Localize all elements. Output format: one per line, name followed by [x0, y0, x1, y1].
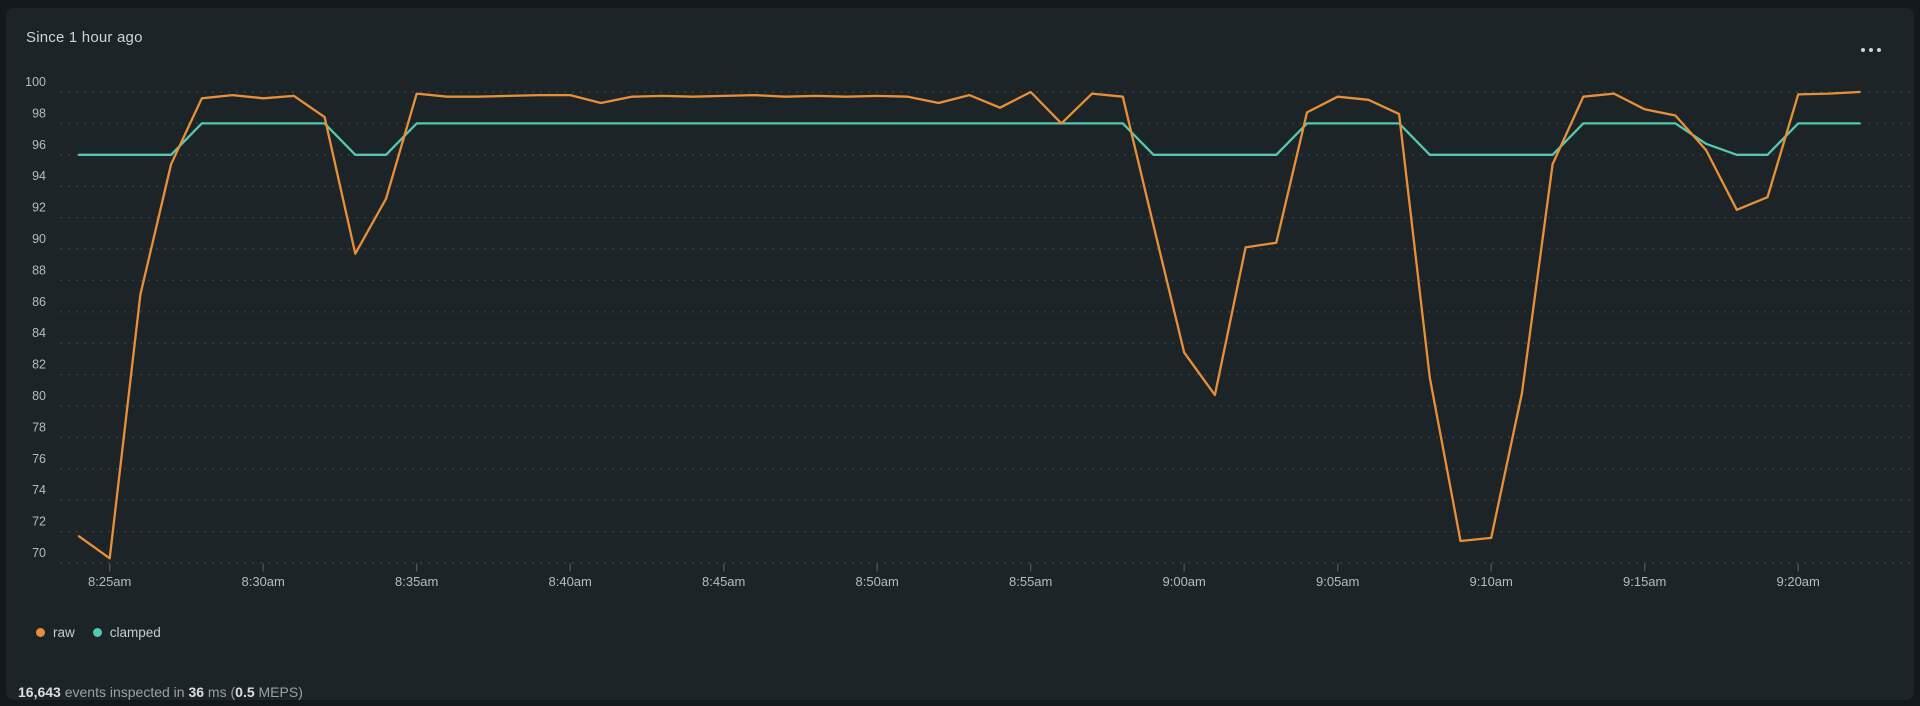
x-axis-label: 9:10am [1470, 574, 1513, 589]
x-axis-label: 8:25am [88, 574, 131, 589]
legend-swatch-raw [36, 627, 45, 637]
x-axis-label: 8:50am [856, 574, 899, 589]
x-axis-label: 9:15am [1623, 574, 1666, 589]
y-axis-label: 86 [32, 295, 46, 309]
y-axis-label: 72 [32, 515, 46, 529]
stats-value: 16,643 [18, 684, 61, 700]
x-axis-label: 8:45am [702, 574, 745, 589]
legend-label: raw [53, 624, 75, 640]
legend-item-raw[interactable]: raw [36, 625, 75, 640]
x-axis-label: 9:20am [1777, 574, 1820, 589]
x-axis-label: 8:40am [549, 574, 592, 589]
y-axis-label: 98 [32, 106, 46, 120]
stats-text: ms ( [204, 684, 236, 700]
ellipsis-dot [1868, 47, 1874, 53]
y-axis-label: 94 [32, 169, 46, 183]
x-axis-label: 8:55am [1009, 574, 1052, 589]
ellipsis-dot [1876, 47, 1882, 53]
stats-value: 36 [188, 684, 205, 700]
chart-legend: raw clamped [36, 622, 161, 642]
y-axis-label: 82 [32, 358, 46, 372]
clamped-series-line [77, 122, 1861, 156]
y-axis-label: 90 [32, 232, 46, 246]
stats-value: 0.5 [235, 684, 255, 700]
legend-label: clamped [109, 624, 161, 640]
y-axis-label: 88 [32, 263, 46, 277]
y-axis-label: 92 [32, 201, 46, 215]
y-axis-label: 96 [32, 138, 46, 152]
x-axis-label: 9:05am [1316, 574, 1359, 589]
time-range-title: Since 1 hour ago [26, 29, 143, 46]
raw-series-line [77, 90, 1861, 560]
legend-item-clamped[interactable]: clamped [92, 624, 161, 640]
events-inspected-stats: 16,643 events inspected in 36 ms (0.5 ME… [18, 684, 303, 700]
legend-swatch-clamped [92, 627, 102, 637]
y-axis-label: 74 [32, 483, 46, 497]
ellipsis-dot [1860, 47, 1866, 53]
stats-text: MEPS) [254, 684, 303, 700]
y-axis-label: 76 [32, 452, 46, 466]
y-axis-label: 70 [32, 546, 46, 560]
y-axis-label: 80 [32, 389, 46, 403]
stats-text: events inspected in [60, 684, 189, 700]
y-axis-label: 100 [25, 75, 46, 89]
more-options-button[interactable] [1856, 40, 1886, 60]
x-axis-label: 8:30am [242, 574, 285, 589]
x-axis-label: 8:35am [395, 574, 438, 589]
y-axis-label: 78 [32, 420, 46, 434]
y-axis-label: 84 [32, 326, 46, 340]
x-axis-label: 9:00am [1163, 574, 1206, 589]
